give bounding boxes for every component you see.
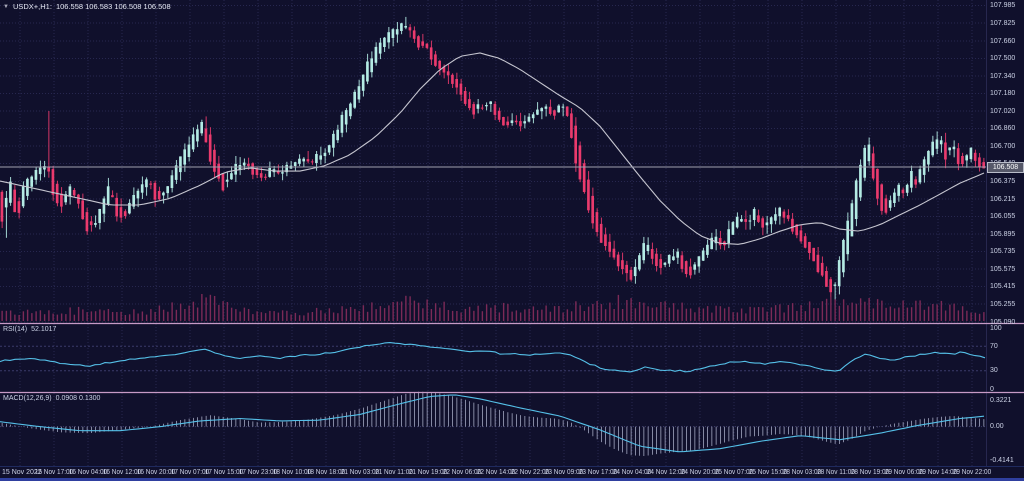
chart-title: ▼ USDX+,H1: 106.558 106.583 106.508 106.… <box>3 2 171 11</box>
time-axis-label: 28 Nov 19:00 <box>850 469 890 476</box>
macd-scale-label: 0.3221 <box>990 396 1012 404</box>
time-axis-label: 17 Nov 23:00 <box>238 469 278 476</box>
time-axis-label: 29 Nov 14:00 <box>918 469 958 476</box>
time-axis-label: 28 Nov 03:00 <box>782 469 822 476</box>
time-axis-label: 21 Nov 19:00 <box>408 469 448 476</box>
price-axis-label: 107.340 <box>990 72 1016 80</box>
time-axis-label: 29 Nov 22:00 <box>952 469 992 476</box>
macd-name: MACD(12,26,9) <box>3 395 52 402</box>
rsi-scale-label: 70 <box>990 342 998 350</box>
rsi-name: RSI(14) <box>3 326 28 333</box>
time-axis-label: 23 Nov 17:00 <box>578 469 618 476</box>
rsi-scale-label: 0 <box>990 385 994 393</box>
price-axis-label: 105.735 <box>990 248 1016 255</box>
time-axis-label: 15 Nov 17:00 <box>34 469 74 476</box>
rsi-scale-label: 100 <box>990 324 1002 332</box>
time-axis-label: 15 Nov 2022 <box>2 469 42 476</box>
price-axis-label: 107.180 <box>990 90 1016 97</box>
symbol-period-label: USDX+,H1: <box>12 2 52 11</box>
price-axis-label: 105.255 <box>990 300 1016 308</box>
price-axis-label: 107.500 <box>990 55 1016 62</box>
time-axis-label: 24 Nov 12:00 <box>646 469 686 476</box>
time-axis-label: 25 Nov 07:00 <box>714 469 754 476</box>
ohlc-values: 106.558 106.583 106.508 106.508 <box>55 2 171 11</box>
price-axis-label: 107.020 <box>990 107 1016 115</box>
time-axis-label: 24 Nov 04:00 <box>612 469 652 476</box>
current-price-tag: 106.508 <box>987 162 1024 173</box>
time-axis-label: 21 Nov 11:00 <box>375 469 413 476</box>
time-axis-label: 21 Nov 03:00 <box>340 469 380 476</box>
time-axis-label: 17 Nov 15:00 <box>204 469 244 476</box>
time-axis-label: 17 Nov 07:00 <box>170 469 210 476</box>
time-axis-label: 16 Nov 12:00 <box>102 469 142 476</box>
price-axis-label: 106.375 <box>990 178 1016 185</box>
price-axis-label: 105.895 <box>990 230 1016 238</box>
time-axis-label: 18 Nov 18:00 <box>306 469 346 476</box>
macd-scale-label: -0.4141 <box>990 456 1014 464</box>
price-axis-label: 106.055 <box>990 213 1016 220</box>
time-axis-label: 16 Nov 04:00 <box>68 469 108 476</box>
macd-indicator-label: MACD(12,26,9) 0.0908 0.1300 <box>3 395 100 402</box>
rsi-scale-label: 30 <box>990 367 998 375</box>
time-axis-label: 25 Nov 15:00 <box>748 469 788 476</box>
price-axis-label: 106.215 <box>990 195 1016 203</box>
time-axis-label: 24 Nov 20:00 <box>680 469 720 476</box>
rsi-value: 52.1017 <box>31 326 57 333</box>
price-axis-label: 107.985 <box>990 2 1016 9</box>
time-axis-label: 29 Nov 06:00 <box>884 469 924 476</box>
time-axis-label: 22 Nov 14:00 <box>476 469 516 476</box>
price-axis-label: 106.700 <box>990 142 1016 150</box>
price-axis-label: 107.660 <box>990 37 1016 45</box>
macd-values: 0.0908 0.1300 <box>55 395 101 402</box>
price-axis-label: 105.090 <box>990 318 1016 326</box>
macd-scale-label: 0.00 <box>990 423 1004 431</box>
time-axis-label: 23 Nov 09:00 <box>544 469 584 476</box>
price-axis-label: 105.575 <box>990 265 1016 273</box>
triangle-marker-icon: ▼ <box>3 3 9 10</box>
rsi-indicator-label: RSI(14) 52.1017 <box>3 326 56 333</box>
time-axis-label: 28 Nov 11:00 <box>817 469 855 476</box>
time-axis-label: 16 Nov 20:00 <box>136 469 176 476</box>
price-axis-label: 105.415 <box>990 283 1016 290</box>
time-axis-label: 22 Nov 22:00 <box>510 469 550 476</box>
time-axis-label: 22 Nov 06:00 <box>442 469 482 476</box>
price-axis-label: 107.825 <box>990 19 1016 27</box>
time-axis-label: 18 Nov 10:00 <box>272 469 312 476</box>
price-axis-label: 106.860 <box>990 125 1016 132</box>
